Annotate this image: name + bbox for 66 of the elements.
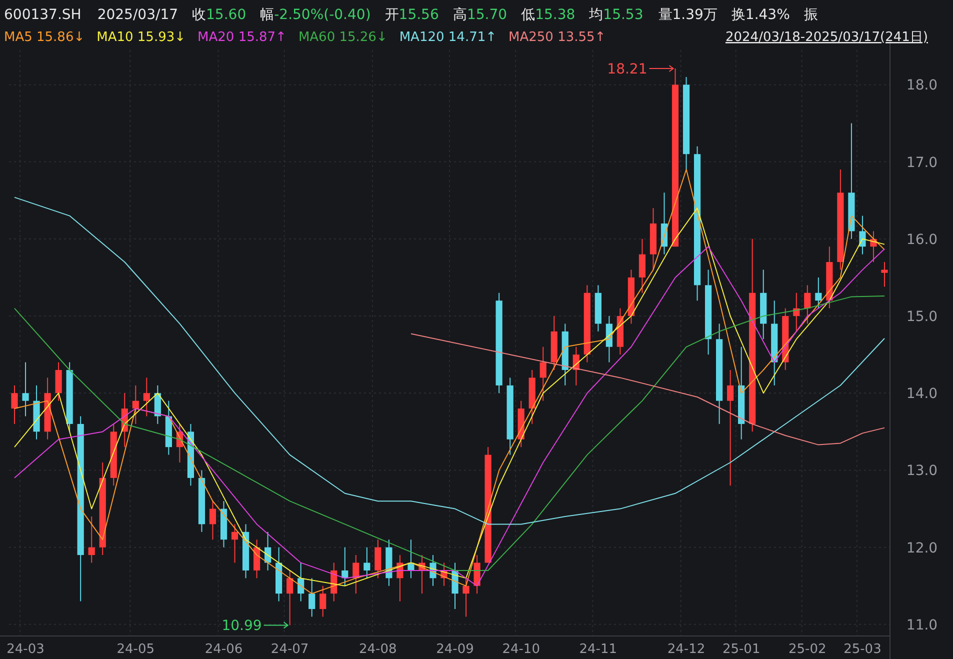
candlestick <box>22 362 29 417</box>
y-tick-label: 11.0 <box>906 617 938 634</box>
candlestick <box>881 262 888 288</box>
candlestick <box>132 384 139 424</box>
text: 量1.39万 <box>658 7 718 23</box>
candlestick <box>88 516 95 564</box>
candlestick <box>815 276 822 309</box>
candlestick <box>231 524 238 564</box>
x-tick-label: 24-07 <box>270 642 309 657</box>
text: 换1.43% <box>731 7 790 23</box>
candlestick <box>154 384 161 424</box>
candlestick <box>374 539 382 579</box>
text: MA20 15.87↑ <box>198 30 286 45</box>
text: 振 <box>804 7 818 23</box>
x-tick-label: 24-05 <box>116 642 155 657</box>
chart-title: 600137.SH <box>4 7 82 23</box>
text: 2025/03/17 <box>97 7 178 23</box>
text: MA60 15.26↓ <box>298 30 388 45</box>
x-tick-label: 25-03 <box>844 642 882 657</box>
text: 低15.38 <box>521 7 576 23</box>
candlestick <box>55 362 62 402</box>
x-tick-label: 24-11 <box>579 642 618 657</box>
candlestick <box>253 539 260 579</box>
candlestick <box>11 384 18 424</box>
candlestick <box>727 369 734 486</box>
candlestick <box>286 570 294 626</box>
candlestick <box>308 578 316 618</box>
annotation: 10.99 <box>222 618 262 634</box>
x-tick-label: 25-02 <box>788 642 826 657</box>
text: MA10 15.93↓ <box>96 30 186 45</box>
candlestick <box>804 284 811 324</box>
x-tick-label: 24-03 <box>6 642 44 657</box>
x-tick-label: 24-12 <box>667 642 706 657</box>
line-series <box>410 333 885 446</box>
candlestick <box>209 500 216 540</box>
y-tick-label: 12.0 <box>906 540 938 556</box>
candlestick <box>638 238 646 294</box>
candlestick <box>143 377 150 417</box>
text: 均15.53 <box>588 7 644 23</box>
x-tick-label: 24-08 <box>359 642 397 657</box>
x-tick-label: 25-01 <box>722 642 760 657</box>
y-tick-label: 16.0 <box>906 232 938 248</box>
y-tick-label: 13.0 <box>906 463 938 480</box>
chart-subtitle: 2024/03/18-2025/03/17(241日) <box>725 30 928 45</box>
y-tick-label: 17.0 <box>906 154 938 171</box>
text: 幅-2.50%(-0.40) <box>260 7 371 23</box>
candlestick <box>540 346 546 402</box>
candlestick <box>474 554 480 594</box>
text: 收15.60 <box>192 7 246 23</box>
line-series <box>14 196 885 525</box>
x-tick-label: 24-09 <box>436 642 474 657</box>
candlestick <box>364 546 370 579</box>
text: 开15.56 <box>384 7 439 23</box>
text: MA120 14.71↑ <box>399 30 497 45</box>
text: MA250 13.55↑ <box>508 30 606 45</box>
y-tick-label: 14.0 <box>906 386 938 402</box>
y-tick-label: 15.0 <box>906 309 938 326</box>
text: MA5 15.86↓ <box>4 30 85 45</box>
candlestick <box>462 578 470 618</box>
annotation: 18.21 <box>607 62 648 78</box>
candlestick <box>320 585 326 618</box>
x-tick-label: 24-06 <box>204 642 243 657</box>
candlestick <box>859 215 866 255</box>
text: 高15.70 <box>452 7 508 23</box>
y-tick-label: 18.0 <box>906 78 938 94</box>
x-tick-label: 24-10 <box>502 642 540 657</box>
